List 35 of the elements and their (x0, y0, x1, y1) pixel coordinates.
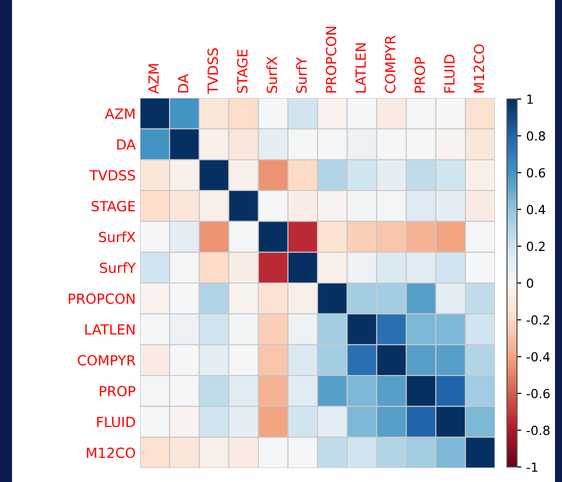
y-tick-label: AZM (104, 108, 134, 119)
y-tick-label: M12CO (86, 448, 136, 458)
color-bar-label: 0.8 (526, 131, 546, 141)
y-tick-label: DA (117, 139, 136, 150)
x-tick-label: PROP (414, 56, 426, 92)
color-bar-label: -0.6 (526, 388, 550, 398)
color-bar-label: 0.4 (526, 204, 546, 214)
y-tick-label: FLUID (97, 416, 136, 428)
x-tick-label: PROPCON (326, 26, 336, 92)
x-tick-label: FLUID (444, 54, 455, 92)
y-tick-label: PROPCON (68, 293, 134, 304)
color-bar-label: -0.8 (526, 426, 550, 436)
color-bar-label: -0.4 (526, 352, 550, 362)
x-tick-label: DA (178, 74, 188, 92)
color-bar-label: 0 (526, 278, 534, 288)
color-bar-label: -0.2 (526, 315, 550, 325)
x-tick-label: AZM (148, 64, 159, 94)
color-bar-label: 0.2 (526, 242, 545, 252)
y-tick-label: PROP (100, 386, 136, 396)
y-tick-label: SurfY (100, 262, 136, 274)
color-bar-label: -1 (526, 462, 538, 472)
x-tick-label: STAGE (237, 50, 248, 93)
y-tick-label: SurfX (99, 231, 136, 242)
x-tick-label: TVDSS (207, 48, 218, 94)
color-bar-label: 0.6 (526, 168, 546, 178)
x-tick-label: LATLEN (356, 43, 366, 92)
y-tick-label: STAGE (92, 200, 135, 212)
y-tick-label: LATLEN (85, 324, 134, 335)
y-tick-label: TVDSS (89, 170, 136, 181)
y-tick-label: COMPYR (78, 355, 136, 366)
x-tick-label: SurfX (266, 56, 278, 93)
x-tick-label: COMPYR (384, 35, 396, 94)
color-bar-label: 1 (527, 94, 533, 104)
x-tick-label: SurfY (296, 57, 307, 93)
x-tick-label: M12CO (474, 44, 484, 92)
